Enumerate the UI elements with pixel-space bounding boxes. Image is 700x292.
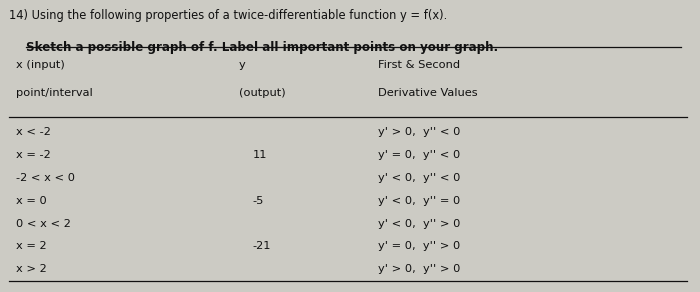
Text: x (input): x (input) — [16, 60, 64, 70]
Text: y' < 0,  y'' < 0: y' < 0, y'' < 0 — [378, 173, 460, 183]
Text: y' > 0,  y'' > 0: y' > 0, y'' > 0 — [378, 264, 460, 274]
Text: y' = 0,  y'' > 0: y' = 0, y'' > 0 — [378, 241, 460, 251]
Text: 14) Using the following properties of a twice-differentiable function y = f(x).: 14) Using the following properties of a … — [9, 9, 447, 22]
Text: -21: -21 — [253, 241, 271, 251]
Text: x = 0: x = 0 — [16, 196, 47, 206]
Text: Sketch a possible graph of f. Label all important points on your graph.: Sketch a possible graph of f. Label all … — [27, 41, 498, 54]
Text: x < -2: x < -2 — [16, 127, 51, 137]
Text: -5: -5 — [253, 196, 264, 206]
Text: y' < 0,  y'' > 0: y' < 0, y'' > 0 — [378, 219, 460, 229]
Text: -2 < x < 0: -2 < x < 0 — [16, 173, 75, 183]
Text: Derivative Values: Derivative Values — [378, 88, 477, 98]
Text: point/interval: point/interval — [16, 88, 92, 98]
Text: (output): (output) — [239, 88, 286, 98]
Text: y: y — [239, 60, 246, 70]
Text: y' < 0,  y'' = 0: y' < 0, y'' = 0 — [378, 196, 460, 206]
Text: x = -2: x = -2 — [16, 150, 50, 160]
Text: y' = 0,  y'' < 0: y' = 0, y'' < 0 — [378, 150, 460, 160]
Text: 11: 11 — [253, 150, 267, 160]
Text: First & Second: First & Second — [378, 60, 460, 70]
Text: 0 < x < 2: 0 < x < 2 — [16, 219, 71, 229]
Text: x > 2: x > 2 — [16, 264, 47, 274]
Text: x = 2: x = 2 — [16, 241, 47, 251]
Text: y' > 0,  y'' < 0: y' > 0, y'' < 0 — [378, 127, 460, 137]
